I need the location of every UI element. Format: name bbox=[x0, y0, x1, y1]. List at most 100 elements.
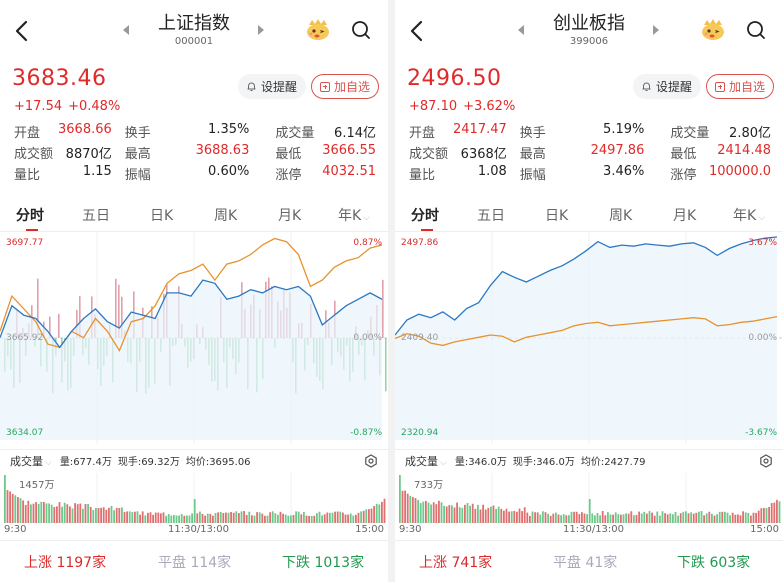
intraday-chart[interactable]: 3697.77 3665.92 3634.07 0.87% 0.00% -0.8… bbox=[0, 232, 388, 444]
tab-4[interactable]: 月K bbox=[673, 205, 696, 225]
current-price: 2496.50 bbox=[407, 66, 502, 91]
volume-chart[interactable] bbox=[395, 473, 783, 523]
tab-0[interactable]: 分时 bbox=[411, 205, 439, 231]
market-breadth: 上涨 1197家 平盘 114家 下跌 1013家 bbox=[0, 540, 388, 579]
prev-index-arrow-icon[interactable] bbox=[518, 25, 524, 35]
tab-2[interactable]: 日K bbox=[545, 205, 568, 225]
stat-label: 振幅 bbox=[124, 168, 151, 183]
add-to-watchlist-button[interactable]: 加自选 bbox=[706, 74, 775, 99]
average-price: 均价:2427.79 bbox=[580, 457, 646, 468]
stat-item: 换手 5.19% bbox=[520, 122, 645, 141]
tab-3[interactable]: 周K bbox=[609, 205, 632, 225]
settings-gear-icon[interactable] bbox=[364, 454, 378, 468]
tab-2[interactable]: 日K bbox=[150, 205, 173, 225]
stat-item: 最高 3688.63 bbox=[125, 143, 250, 162]
decliners[interactable]: 下跌 1013家 bbox=[282, 552, 364, 572]
chart-tabs: 分时 五日 日K 周K 月K 年K ⌵ bbox=[0, 200, 388, 232]
add-to-watchlist-label: 加自选 bbox=[729, 80, 766, 94]
bell-icon bbox=[642, 82, 651, 91]
next-index-arrow-icon[interactable] bbox=[258, 25, 264, 35]
volume-indicator-select[interactable]: 成交量 ⌵ bbox=[405, 453, 447, 469]
stats-row: 开盘 2417.47 换手 5.19% 成交量 2.80亿 bbox=[409, 121, 771, 142]
stat-label: 量比 bbox=[14, 168, 41, 183]
tab-label: 日K bbox=[545, 208, 569, 224]
settings-gear-icon[interactable] bbox=[759, 454, 773, 468]
stat-item: 量比 1.15 bbox=[14, 164, 112, 183]
stat-value: 2497.86 bbox=[590, 143, 645, 158]
volume-max-label: 1457万 bbox=[19, 480, 55, 491]
tab-0[interactable]: 分时 bbox=[16, 205, 44, 231]
volume-header: 成交量 ⌵ 量:677.4万 现手:69.32万 均价:3695.06 bbox=[0, 449, 388, 471]
back-icon[interactable] bbox=[12, 18, 34, 44]
volume-current: 现手:69.32万 bbox=[117, 457, 180, 468]
advancers[interactable]: 上涨 741家 bbox=[419, 552, 492, 572]
add-to-watchlist-button[interactable]: 加自选 bbox=[311, 74, 380, 99]
tab-1[interactable]: 五日 bbox=[82, 205, 110, 225]
index-code: 000001 bbox=[174, 36, 214, 47]
stat-item: 开盘 3668.66 bbox=[14, 122, 112, 141]
tab-label: 周K bbox=[214, 208, 238, 224]
stat-label: 最高 bbox=[519, 147, 546, 162]
stats-row: 开盘 3668.66 换手 1.35% 成交量 6.14亿 bbox=[14, 121, 376, 142]
stats-row: 成交额 8870亿 最高 3688.63 最低 3666.55 bbox=[14, 142, 376, 163]
stat-label: 量比 bbox=[409, 168, 436, 183]
chart-ref-pct: 0.00% bbox=[748, 333, 777, 343]
search-icon[interactable] bbox=[746, 20, 766, 40]
stat-item: 成交量 6.14亿 bbox=[275, 122, 376, 141]
index-code: 399006 bbox=[569, 36, 609, 47]
panel-shanghai-index: 上证指数 000001 3683.46 +17.54 +0.48% 设提醒 加自选… bbox=[0, 0, 388, 582]
advancers[interactable]: 上涨 1197家 bbox=[24, 552, 106, 572]
unchanged[interactable]: 平盘 114家 bbox=[158, 552, 231, 572]
stats-row: 量比 1.08 振幅 3.46% 涨停 100000.0 bbox=[409, 163, 771, 184]
set-alert-button[interactable]: 设提醒 bbox=[633, 74, 702, 99]
stat-value: 5.19% bbox=[603, 122, 645, 137]
stat-item: 最低 2414.48 bbox=[670, 143, 771, 162]
tab-label: 月K bbox=[673, 208, 697, 224]
decliners[interactable]: 下跌 603家 bbox=[677, 552, 750, 572]
tab-5[interactable]: 年K ⌵ bbox=[733, 205, 765, 225]
price-change: +87.10 +3.62% bbox=[409, 99, 521, 114]
mascot-icon[interactable] bbox=[305, 17, 331, 41]
stat-value: 2414.48 bbox=[717, 143, 771, 158]
unchanged-count: 114家 bbox=[190, 555, 232, 571]
set-alert-label: 设提醒 bbox=[656, 80, 693, 94]
stat-label: 成交额 bbox=[409, 147, 449, 162]
tab-4[interactable]: 月K bbox=[278, 205, 301, 225]
chevron-down-icon: ⌵ bbox=[758, 213, 766, 223]
tab-3[interactable]: 周K bbox=[214, 205, 237, 225]
index-title: 上证指数 bbox=[158, 13, 230, 34]
volume-chart[interactable] bbox=[0, 473, 388, 523]
unchanged[interactable]: 平盘 41家 bbox=[553, 552, 617, 572]
back-icon[interactable] bbox=[407, 18, 429, 44]
volume-qty: 量:677.4万 bbox=[59, 457, 112, 468]
next-index-arrow-icon[interactable] bbox=[653, 25, 659, 35]
stat-value: 1.15 bbox=[82, 164, 112, 179]
chevron-down-icon: ⌵ bbox=[45, 457, 52, 468]
chart-high-pct: 0.87% bbox=[353, 238, 382, 248]
stat-value: 8870亿 bbox=[65, 147, 112, 162]
bell-icon bbox=[247, 82, 256, 91]
mascot-icon[interactable] bbox=[700, 17, 726, 41]
time-close: 15:00 bbox=[355, 524, 384, 535]
intraday-chart[interactable]: 2497.86 2409.40 2320.94 3.67% 0.00% -3.6… bbox=[395, 232, 783, 444]
tab-1[interactable]: 五日 bbox=[477, 205, 505, 225]
chart-ref-label: 3665.92 bbox=[6, 333, 44, 343]
tab-label: 周K bbox=[609, 208, 633, 224]
stat-value: 3668.66 bbox=[58, 122, 112, 137]
time-close: 15:00 bbox=[750, 524, 779, 535]
stat-label: 开盘 bbox=[409, 126, 436, 141]
prev-index-arrow-icon[interactable] bbox=[123, 25, 129, 35]
volume-indicator-select[interactable]: 成交量 ⌵ bbox=[10, 453, 52, 469]
tab-label: 五日 bbox=[477, 208, 505, 224]
plus-box-icon bbox=[320, 81, 330, 92]
add-to-watchlist-label: 加自选 bbox=[334, 80, 371, 94]
set-alert-button[interactable]: 设提醒 bbox=[238, 74, 307, 99]
time-midday: 11:30/13:00 bbox=[563, 524, 625, 535]
change-percent: +3.62% bbox=[463, 99, 516, 114]
search-icon[interactable] bbox=[351, 20, 371, 40]
index-title: 创业板指 bbox=[553, 13, 625, 34]
stat-label: 换手 bbox=[519, 126, 546, 141]
decliners-label: 下跌 bbox=[282, 555, 310, 571]
tab-5[interactable]: 年K ⌵ bbox=[338, 205, 370, 225]
stats-row: 量比 1.15 振幅 0.60% 涨停 4032.51 bbox=[14, 163, 376, 184]
